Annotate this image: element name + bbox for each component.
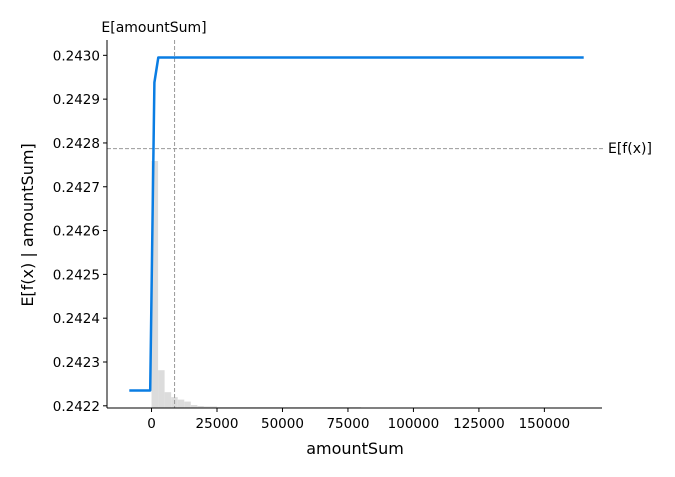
y-tick-label: 0.2425: [53, 267, 100, 283]
x-tick-label: 25000: [196, 416, 239, 432]
y-tick-label: 0.2427: [53, 180, 100, 196]
x-tick-label: 125000: [453, 416, 505, 432]
y-tick-label: 0.2428: [53, 136, 100, 152]
histogram-bar: [177, 399, 185, 408]
y-tick-label: 0.2426: [53, 224, 100, 240]
y-tick-label: 0.2424: [53, 311, 100, 327]
reference-lines: [107, 40, 604, 408]
expected-feature-label: E[amountSum]: [101, 20, 206, 36]
dependence-line: [129, 56, 584, 392]
histogram-bar: [197, 406, 204, 408]
histogram-bar: [184, 401, 191, 408]
x-tick-label: 75000: [326, 416, 369, 432]
x-tick-label: 50000: [261, 416, 304, 432]
expected-value-label: E[f(x)]: [608, 141, 652, 157]
y-axis-label: E[f(x) | amountSum]: [18, 143, 37, 306]
histogram-bar: [203, 406, 217, 408]
y-tick-label: 0.2422: [53, 399, 100, 415]
histogram-bar: [190, 405, 198, 408]
y-tick-label: 0.2429: [53, 92, 100, 108]
histogram-bar: [151, 161, 159, 408]
histogram-bar: [164, 392, 172, 408]
x-axis-label: amountSum: [306, 439, 404, 458]
axis-labels: amountSum E[f(x) | amountSum] E[f(x)] E[…: [18, 20, 652, 458]
histogram: [151, 161, 362, 408]
y-tick-label: 0.2423: [53, 355, 100, 371]
x-tick-label: 0: [147, 416, 156, 432]
y-tick-label: 0.2430: [53, 48, 100, 64]
histogram-bar: [158, 370, 165, 408]
x-tick-label: 150000: [519, 416, 571, 432]
axes: 0 25000 50000 75000 100000 125000 150000 0.2422…: [53, 40, 602, 432]
series-lines: [129, 56, 584, 392]
x-tick-label: 100000: [388, 416, 440, 432]
